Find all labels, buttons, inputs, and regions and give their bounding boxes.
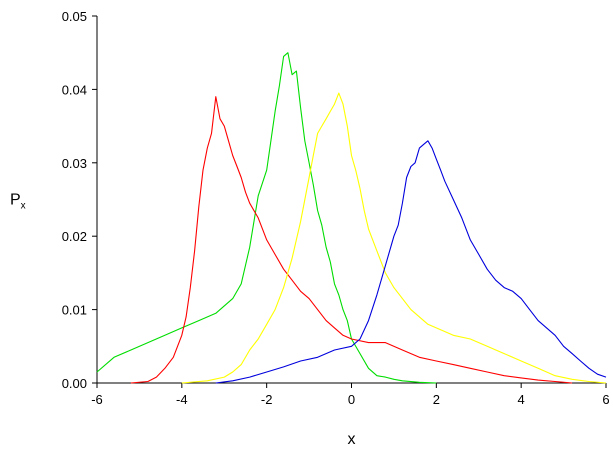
series-line-3: [181, 92, 607, 384]
y-tick-label: 0.03: [62, 156, 87, 171]
x-tick-label: 6: [602, 392, 609, 407]
x-tick-label: 4: [518, 392, 525, 407]
y-tick-label: 0.04: [62, 82, 87, 97]
series-line-2: [130, 96, 573, 384]
x-tick-label: -4: [176, 392, 188, 407]
x-tick-label: -6: [91, 392, 103, 407]
x-ticks: -6 -4 -2 0 2 4 6: [91, 383, 610, 407]
series-line-4: [215, 140, 607, 384]
x-tick-label: 2: [433, 392, 440, 407]
series-lines: [96, 52, 607, 384]
y-tick-label: 0.00: [62, 376, 87, 391]
y-tick-label: 0.05: [62, 9, 87, 24]
y-axis-title: Px: [10, 192, 26, 212]
y-ticks: 0.00 0.01 0.02 0.03 0.04 0.05: [62, 9, 97, 391]
series-line-1: [96, 52, 437, 384]
x-tick-label: -2: [261, 392, 273, 407]
y-tick-label: 0.01: [62, 303, 87, 318]
y-axis-title-subscript: x: [21, 201, 26, 212]
y-tick-label: 0.02: [62, 229, 87, 244]
axes: [96, 16, 606, 384]
x-tick-label: 0: [348, 392, 355, 407]
y-axis-title-main: P: [10, 192, 21, 209]
x-axis-title: x: [348, 431, 356, 448]
